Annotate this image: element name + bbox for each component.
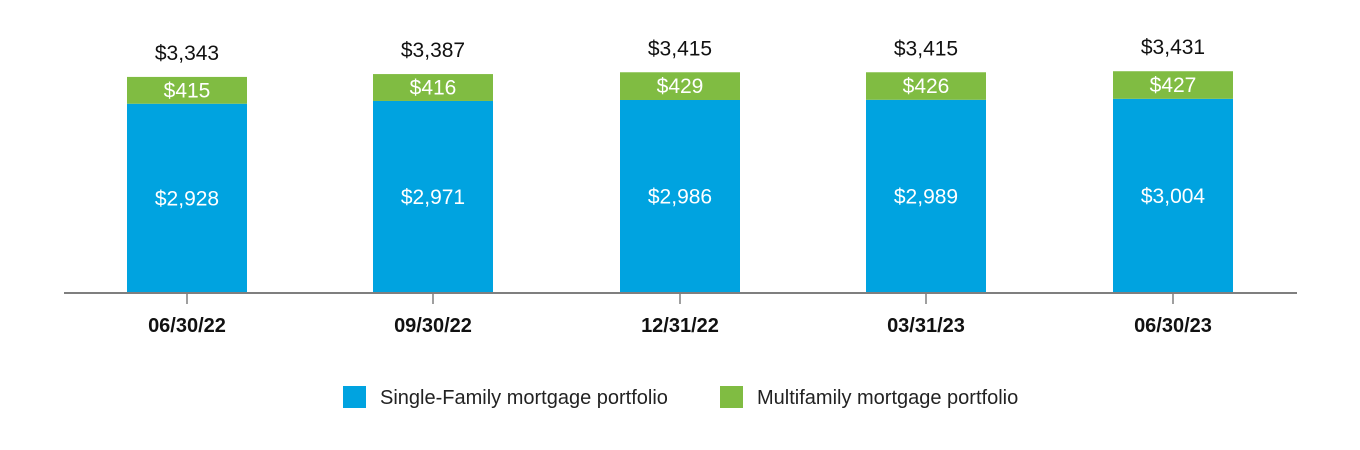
bars-layer [127,71,1233,294]
x-tick-label: 06/30/22 [148,315,226,337]
multifamily-bar-06/30/22 [127,76,247,104]
total-value-label: $3,343 [155,42,219,65]
legend: Single-Family mortgage portfolio Multifam… [343,386,1018,409]
single-family-value-label: $3,004 [1141,185,1206,208]
x-axis-ticks: 06/30/22 09/30/22 12/31/22 03/31/23 06/30/23 [148,293,1212,337]
x-tick-label: 12/31/22 [641,315,719,337]
legend-label-single-family: Single-Family mortgage portfolio [380,387,668,409]
total-value-label: $3,431 [1141,36,1205,59]
multifamily-value-label: $427 [1150,74,1197,97]
single-family-bar-06/30/22 [127,103,247,293]
x-tick-label: 03/31/23 [887,315,965,337]
single-family-bar-09/30/22 [373,100,493,293]
single-family-value-label: $2,986 [648,185,712,208]
legend-swatch-single-family [343,386,366,408]
legend-label-multifamily: Multifamily mortgage portfolio [757,387,1018,409]
single-family-value-label: $2,928 [155,187,219,210]
total-value-label: $3,415 [894,37,958,60]
multifamily-value-label: $426 [903,75,950,98]
multifamily-value-label: $416 [410,77,457,100]
single-family-bar-12/31/22 [620,99,740,293]
single-family-bar-06/30/23 [1113,98,1233,294]
total-value-label: $3,387 [401,39,465,62]
single-family-bar-03/31/23 [866,99,986,293]
total-value-label: $3,415 [648,37,712,60]
multifamily-bar-09/30/22 [373,74,493,101]
multifamily-bar-12/31/22 [620,72,740,100]
x-tick-label: 09/30/22 [394,315,472,337]
labels-layer: $2,928 $415 $3,343 $2,971 $416 $3,387 $2,986 $4… [155,36,1206,210]
legend-swatch-multifamily [720,386,743,408]
single-family-value-label: $2,971 [401,186,465,209]
x-tick-label: 06/30/23 [1134,315,1212,337]
multifamily-bar-06/30/23 [1113,71,1233,99]
multifamily-value-label: $415 [164,79,211,102]
single-family-value-label: $2,989 [894,185,958,208]
multifamily-bar-03/31/23 [866,72,986,100]
multifamily-value-label: $429 [657,75,704,98]
